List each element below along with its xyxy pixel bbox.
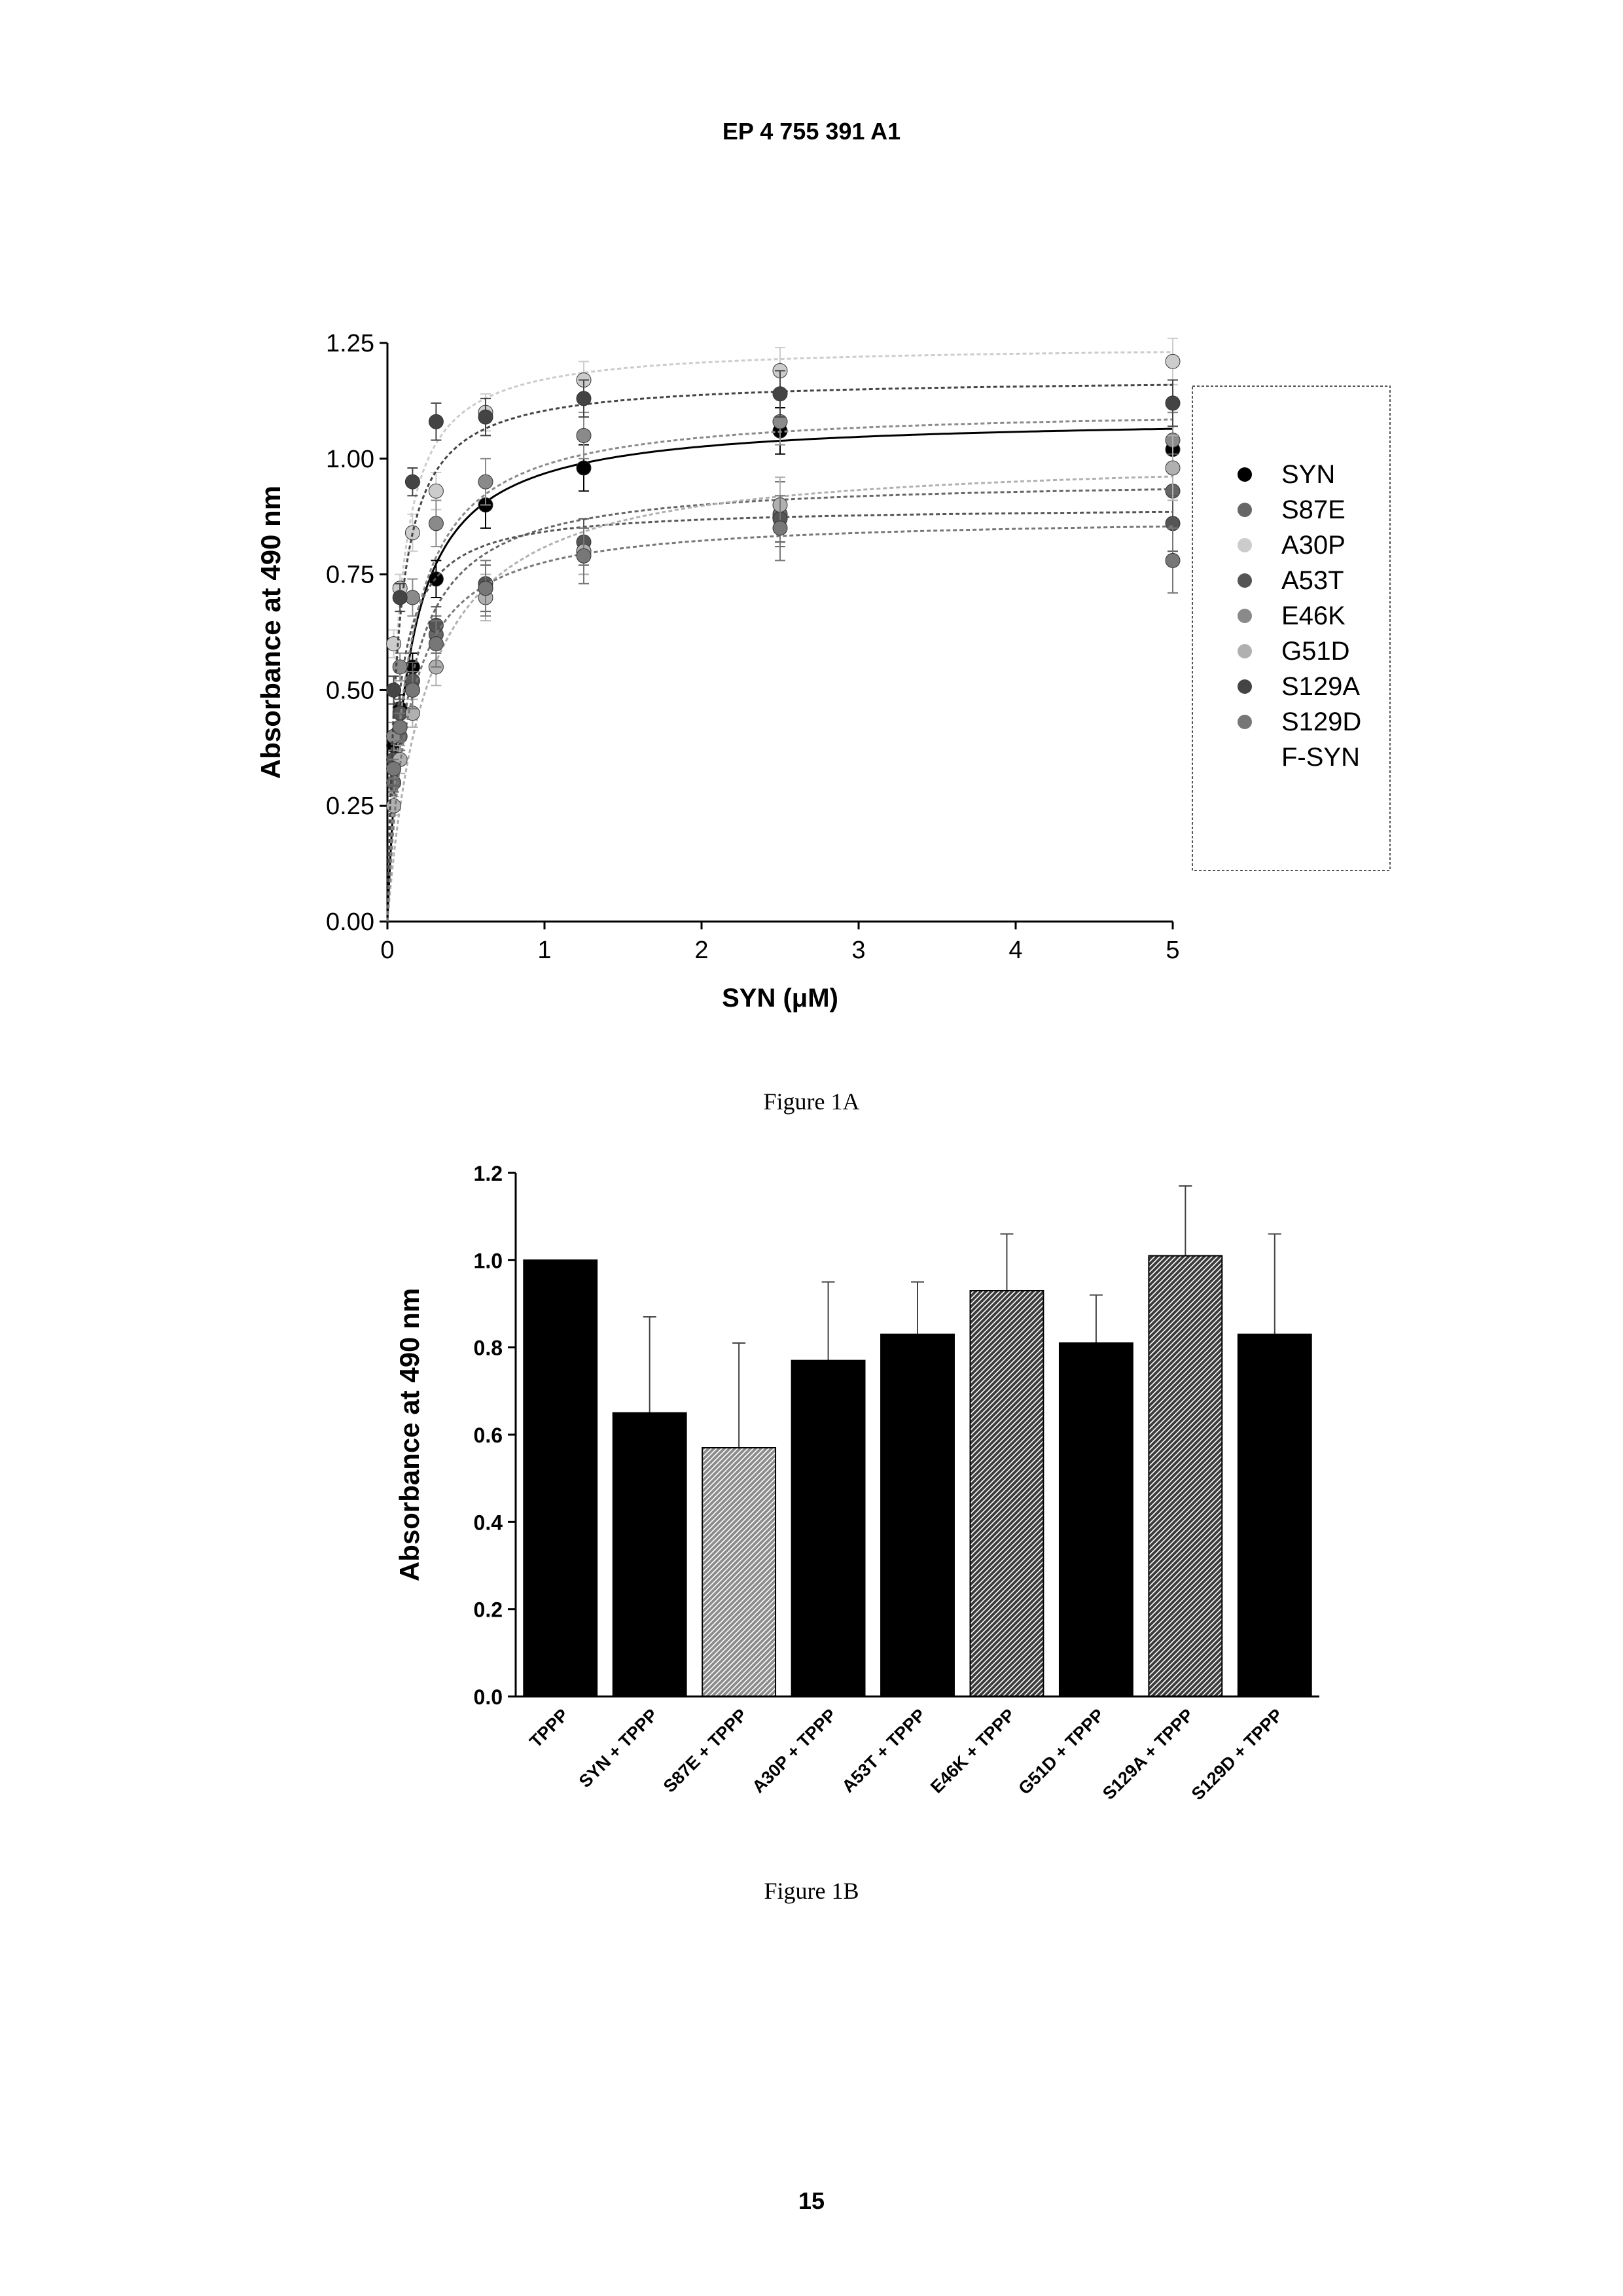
fig1a-legend-marker-s129a — [1238, 679, 1252, 694]
fig1b-category-label: S87E + TPPP — [660, 1705, 751, 1797]
fig1b-bar — [791, 1359, 866, 1698]
fig1b-y-tick-label: 0.4 — [474, 1511, 503, 1534]
fig1b-category-label: TPPP — [526, 1705, 572, 1751]
fig1a-point-s129d — [386, 761, 402, 777]
fig1a-legend-label-f-syn: F-SYN — [1281, 743, 1360, 772]
fig1a-legend-label-a53t: A53T — [1281, 566, 1344, 595]
fig1a-legend-box — [1192, 386, 1391, 871]
fig1a-legend-marker-g51d — [1238, 644, 1252, 658]
fig1b-category-label: E46K + TPPP — [927, 1705, 1019, 1797]
fig1b-category-label: SYN + TPPP — [575, 1705, 662, 1791]
fig1a-point-s129a — [428, 414, 444, 429]
fig1b-bar — [702, 1447, 777, 1697]
fig1a-y-tick-label: 0.50 — [326, 677, 374, 704]
fig1a-legend-marker-a53t — [1238, 573, 1252, 588]
figure-1a-caption: Figure 1A — [763, 1088, 860, 1115]
fig1a-x-tick-label: 4 — [1008, 937, 1022, 964]
fig1a-point-syn — [576, 460, 592, 476]
fig1a-legend-marker-a30p — [1238, 538, 1252, 552]
fig1a-point-e46k — [428, 516, 444, 531]
fig1a-y-tick-label: 1.25 — [326, 330, 374, 357]
fig1a-point-s129d — [772, 520, 788, 536]
fig1a-y-tick-label: 0.25 — [326, 793, 374, 820]
fig1a-legend-label-syn: SYN — [1281, 460, 1335, 489]
fig1a-point-s129a — [772, 386, 788, 402]
fig1a-fit-curve-e46k — [386, 418, 1173, 922]
fig1b-y-tick-label: 0.0 — [474, 1685, 503, 1709]
fig1a-legend-marker-s87e — [1238, 503, 1252, 517]
fig1a-legend-marker-syn — [1238, 467, 1252, 482]
fig1a-point-s129d — [428, 636, 444, 652]
fig1a-point-a30p — [1165, 353, 1181, 369]
fig1a-legend-label-s87e: S87E — [1281, 495, 1346, 524]
fig1b-y-tick-label: 0.6 — [474, 1424, 503, 1447]
fig1a-y-axis-label: Absorbance at 490 nm — [255, 486, 286, 779]
fig1a-point-s129d — [1165, 552, 1181, 568]
fig1a-point-s129d — [392, 719, 408, 735]
fig1a-y-tick-label: 0.75 — [326, 562, 374, 589]
fig1a-fit-curve-a30p — [386, 351, 1173, 922]
fig1a-fit-curve-s87e — [386, 488, 1173, 922]
fig1a-x-tick-label: 1 — [537, 937, 551, 964]
fig1a-x-tick-label: 5 — [1166, 937, 1179, 964]
fig1b-bar — [523, 1259, 598, 1698]
fig1a-point-g51d — [386, 798, 402, 814]
fig1a-y-tick-label: 0.00 — [326, 908, 374, 936]
fig1a-legend-marker-e46k — [1238, 609, 1252, 623]
fig1a-x-tick-label: 3 — [851, 937, 865, 964]
fig1a-point-s129a — [576, 391, 592, 406]
fig1a-point-s129a — [1165, 395, 1181, 411]
fig1b-category-label: S129A + TPPP — [1099, 1705, 1198, 1804]
fig1a-y-tick-label: 1.00 — [326, 446, 374, 473]
fig1a-point-e46k — [478, 474, 493, 490]
fig1a-legend-label-g51d: G51D — [1281, 637, 1350, 666]
fig1a-fit-curve-s129d — [386, 525, 1173, 922]
fig1a-legend-label-a30p: A30P — [1281, 531, 1346, 560]
fig1a-legend-label-e46k: E46K — [1281, 601, 1346, 630]
fig1b-bar — [1058, 1342, 1133, 1697]
fig1a-point-g51d — [1165, 460, 1181, 476]
fig1b-y-tick-label: 1.2 — [474, 1162, 503, 1185]
fig1a-point-a30p — [428, 483, 444, 499]
fig1a-point-e46k — [392, 659, 408, 675]
fig1b-y-tick-label: 0.8 — [474, 1336, 503, 1360]
fig1a-point-s129d — [404, 682, 420, 698]
fig1a-point-s129a — [392, 590, 408, 605]
fig1a-point-s129a — [404, 474, 420, 490]
fig1a-point-s129a — [386, 682, 402, 698]
fig1a-x-axis-label: SYN (μM) — [722, 984, 838, 1013]
fig1b-category-label: G51D + TPPP — [1014, 1705, 1108, 1799]
fig1b-bar — [1148, 1255, 1223, 1697]
figure-1b-caption: Figure 1B — [764, 1878, 859, 1904]
fig1b-bar — [880, 1333, 955, 1697]
fig1a-fit-curve-a53t — [386, 511, 1173, 922]
fig1b-y-axis-label: Absorbance at 490 nm — [394, 1288, 425, 1581]
fig1a-point-s129d — [478, 581, 493, 596]
fig1a-fit-curve-syn — [386, 427, 1173, 922]
fig1a-point-s129a — [478, 409, 493, 425]
fig1a-x-tick-label: 2 — [694, 937, 708, 964]
fig1a-legend-marker-s129d — [1238, 715, 1252, 729]
fig1a-fit-curve-s129a — [386, 384, 1173, 922]
fig1b-bar — [1237, 1333, 1312, 1697]
fig1a-x-tick-label: 0 — [380, 937, 394, 964]
fig1a-legend-label-s129d: S129D — [1281, 708, 1361, 736]
fig1a-point-e46k — [576, 427, 592, 443]
fig1b-category-label: S129D + TPPP — [1188, 1705, 1287, 1804]
fig1b-bar — [612, 1412, 687, 1698]
page-number: 15 — [798, 2187, 825, 2214]
fig1a-point-s129d — [576, 548, 592, 564]
fig1a-legend-label-s129a: S129A — [1281, 672, 1360, 701]
fig1b-category-label: A30P + TPPP — [749, 1705, 840, 1797]
fig1b-bar — [969, 1290, 1044, 1697]
fig1b-y-tick-label: 1.0 — [474, 1249, 503, 1272]
fig1b-category-label: A53T + TPPP — [838, 1705, 930, 1797]
fig1b-y-tick-label: 0.2 — [474, 1598, 503, 1622]
patent-number: EP 4 755 391 A1 — [722, 118, 901, 145]
